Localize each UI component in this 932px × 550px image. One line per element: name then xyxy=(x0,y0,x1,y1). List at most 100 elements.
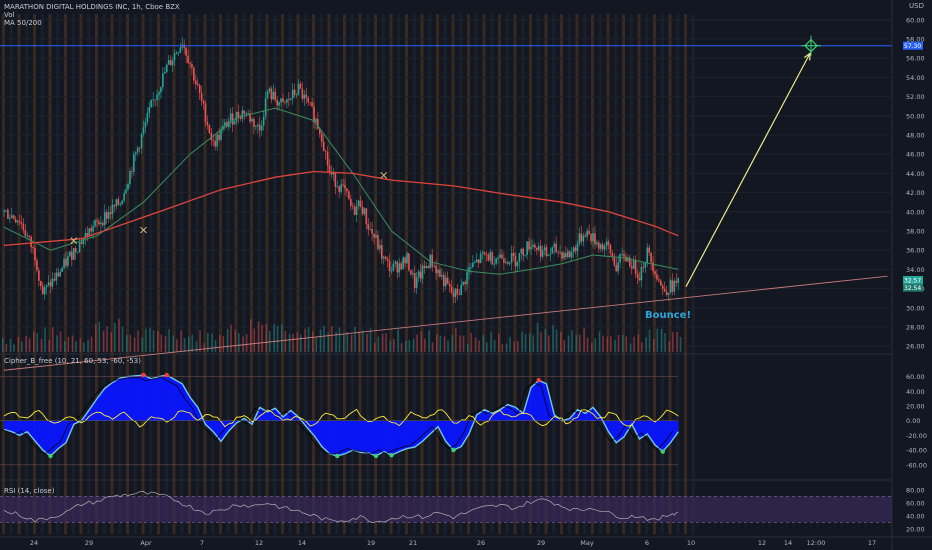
candle xyxy=(605,237,608,251)
candle xyxy=(165,63,168,74)
candle-body xyxy=(475,259,478,263)
candle-body xyxy=(611,252,614,258)
price-tick-label: 48.00 xyxy=(906,131,925,139)
candle xyxy=(45,284,48,295)
candle-body xyxy=(152,99,154,101)
candle-body xyxy=(377,235,379,249)
candle-body xyxy=(231,113,234,125)
candle-body xyxy=(148,107,151,113)
volume-bar xyxy=(149,327,151,352)
candle-body xyxy=(472,262,474,268)
candle xyxy=(231,107,234,132)
session-stripe xyxy=(250,14,253,534)
candle-body xyxy=(582,235,585,242)
candle xyxy=(262,110,265,131)
candle-body xyxy=(551,247,554,254)
candle xyxy=(652,256,654,276)
candle xyxy=(508,261,511,266)
candle-body xyxy=(379,245,381,249)
rsi-tick-label: 20.00 xyxy=(906,525,925,533)
osc-tick-label: 20.00 xyxy=(906,402,925,410)
volume-bar xyxy=(106,326,108,352)
session-stripe xyxy=(141,14,145,534)
session-stripe xyxy=(350,14,354,534)
candle xyxy=(80,238,83,245)
candle-body xyxy=(284,101,286,103)
candle-body xyxy=(297,83,300,95)
candle-body xyxy=(165,64,168,73)
candle xyxy=(599,243,602,252)
candle-body xyxy=(272,91,275,100)
price-tick-label: 40.00 xyxy=(906,208,925,216)
candle xyxy=(574,244,577,255)
volume-bar xyxy=(602,335,604,352)
candle xyxy=(334,171,337,195)
volume-bar xyxy=(470,332,473,352)
candle xyxy=(534,242,536,252)
crosshair-target-icon[interactable] xyxy=(801,35,821,56)
volume-bar xyxy=(482,334,485,352)
time-tick-label: 19 xyxy=(367,539,375,547)
projection-arrow-head xyxy=(803,52,811,61)
candle-body xyxy=(474,262,476,263)
candle-body xyxy=(481,252,484,254)
candle-body xyxy=(57,272,60,277)
candle-body xyxy=(675,280,678,283)
candle xyxy=(351,202,354,210)
candle-body xyxy=(586,230,588,237)
candle-body xyxy=(189,63,191,65)
osc-tick-label: 0.00 xyxy=(906,417,920,425)
price-tick-label: 52.00 xyxy=(906,93,925,101)
candle xyxy=(322,134,325,152)
candle xyxy=(237,104,240,124)
volume-bar xyxy=(331,326,333,352)
candle xyxy=(673,278,676,296)
volume-bar xyxy=(110,332,113,352)
candle xyxy=(427,264,430,269)
volume-bar xyxy=(164,336,167,352)
session-stripe xyxy=(374,14,377,534)
volume-bar xyxy=(56,335,58,352)
rsi-band xyxy=(0,496,892,523)
osc-tick-label: -20.00 xyxy=(906,432,927,440)
candle xyxy=(371,222,373,242)
candle-body xyxy=(160,87,162,93)
candle-body xyxy=(9,217,11,219)
session-stripe xyxy=(606,14,610,534)
candle-body xyxy=(522,248,525,256)
candle xyxy=(510,245,513,271)
candle-body xyxy=(257,124,259,127)
candle-body xyxy=(468,267,470,273)
session-stripe xyxy=(552,14,556,534)
volume-bar xyxy=(443,336,446,352)
projection-arrow-line[interactable] xyxy=(685,53,811,287)
candle-body xyxy=(311,102,313,107)
time-tick-label: 14 xyxy=(298,539,306,547)
volume-bar xyxy=(269,330,271,352)
candle-body xyxy=(570,252,573,258)
rsi-legend: RSI (14, close) xyxy=(4,487,55,495)
price-tick-label: 28.00 xyxy=(906,324,925,332)
candle xyxy=(224,118,226,131)
candle xyxy=(439,265,441,279)
session-stripe xyxy=(273,14,277,534)
session-stripe xyxy=(467,14,470,534)
support-trendline[interactable] xyxy=(3,275,888,371)
session-stripe xyxy=(560,14,563,534)
candle xyxy=(619,253,621,268)
volume-bar xyxy=(431,342,434,352)
session-stripes xyxy=(2,14,695,534)
candle-body xyxy=(129,170,131,184)
candle-body xyxy=(63,258,65,268)
candle xyxy=(528,237,530,252)
candle xyxy=(658,275,660,284)
session-stripe xyxy=(25,14,29,534)
candle xyxy=(326,146,329,173)
candle xyxy=(572,245,575,259)
candle xyxy=(590,233,592,245)
osc-cross-dot xyxy=(335,453,340,459)
volume-bar xyxy=(284,331,287,352)
candle-body xyxy=(76,251,79,253)
candle xyxy=(111,199,114,220)
